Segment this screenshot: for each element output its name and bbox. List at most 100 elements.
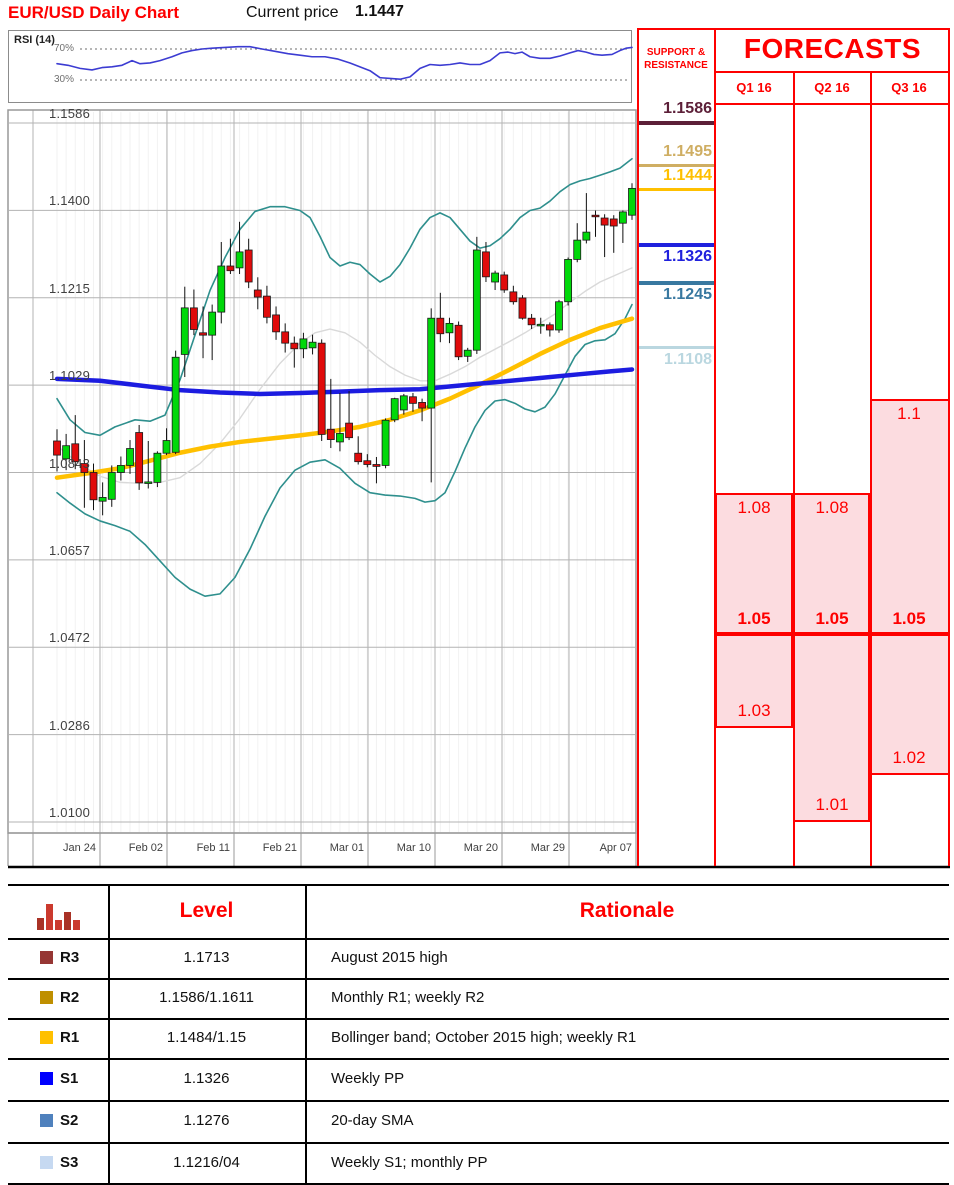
candle-down	[354, 452, 363, 463]
forecast-q1-q2-divider	[793, 71, 795, 866]
snr-level-label-1.1586: 1.1586	[663, 100, 712, 117]
snr-level-line-1.1586	[639, 121, 714, 125]
candle-down	[190, 307, 198, 330]
candle-down	[272, 314, 280, 333]
bar-chart-icon	[55, 920, 62, 930]
table-row-border	[8, 938, 949, 940]
rsi-line	[56, 45, 633, 81]
snr-level-label-1.1245: 1.1245	[663, 286, 712, 304]
snr-level-line-1.1495	[639, 163, 714, 168]
candle-down	[500, 274, 509, 291]
candle-up	[98, 497, 107, 502]
snr-level-label-1.1108: 1.1108	[663, 350, 712, 368]
current-price-value: 1.1447	[355, 3, 404, 20]
ma-blue-line	[54, 367, 635, 397]
table-header-rationale: Rationale	[579, 899, 675, 922]
candle-up	[107, 472, 116, 500]
forecast-q1-header: Q1 16	[736, 80, 772, 95]
rsi-panel	[8, 30, 632, 103]
S2-rationale: 20-day SMA	[331, 1112, 414, 1129]
S2-name: S2	[60, 1112, 79, 1129]
current-price-label: Current price	[246, 4, 339, 21]
candle-down	[253, 289, 262, 298]
candle-down	[53, 440, 61, 456]
candle-down	[363, 460, 372, 465]
table-col-border	[108, 884, 110, 1183]
S2-level: 1.1276	[183, 1112, 230, 1129]
candle-down	[372, 464, 381, 467]
candle-up	[445, 322, 454, 334]
y-axis-label: 1.0657	[49, 542, 90, 558]
candle-up	[399, 395, 408, 411]
candle-down	[482, 251, 490, 278]
candle-down	[518, 297, 527, 319]
support-resistance-header-line2: RESISTANCE	[644, 60, 708, 71]
candle-up	[308, 341, 317, 349]
table-row-border	[8, 884, 949, 886]
bar-chart-icon	[46, 904, 53, 930]
R2-name: R2	[60, 989, 80, 1006]
x-axis-label: Feb 02	[128, 842, 163, 854]
table-row-border	[8, 978, 949, 980]
forecast-high-q2: 1.08	[815, 497, 849, 517]
candle-up	[208, 311, 217, 336]
candle-down	[89, 472, 98, 501]
candle-down	[454, 324, 463, 358]
candle-down	[409, 396, 417, 404]
snr-left-border	[637, 28, 639, 866]
table-row-border	[8, 1183, 949, 1185]
forecast-q2-header: Q2 16	[814, 80, 850, 95]
candle-down	[199, 332, 207, 336]
R3-name: R3	[60, 949, 80, 966]
candle-down	[290, 342, 299, 350]
R1-name: R1	[60, 1029, 80, 1046]
support-resistance-header-line1: SUPPORT &	[646, 47, 706, 58]
snr-level-line-1.1444	[639, 187, 714, 192]
snr-level-line-1.1245	[639, 281, 714, 285]
candle-up	[463, 349, 472, 357]
candle-up	[336, 433, 344, 443]
y-axis-label: 1.1029	[49, 368, 90, 384]
candle-up	[390, 398, 399, 421]
forecast-header-divider	[715, 103, 950, 105]
S1-color-swatch	[40, 1072, 53, 1085]
candle-down	[135, 432, 144, 484]
forecast-key-level-line	[716, 631, 949, 636]
candle-down	[317, 342, 326, 435]
bollinger-lower-line	[56, 303, 633, 598]
snr-level-label-1.1495: 1.1495	[663, 142, 712, 160]
R2-color-swatch	[40, 991, 53, 1004]
candle-down	[71, 443, 80, 463]
candle-up	[555, 301, 563, 331]
price-chart-canvas	[7, 45, 950, 869]
x-axis-label: Feb 21	[262, 842, 297, 854]
candle-down	[591, 214, 600, 218]
snr-level-line-1.1326	[639, 243, 714, 247]
x-axis-label: Jan 24	[62, 842, 96, 854]
forecast-low-q3: 1.02	[892, 747, 926, 767]
y-axis-label: 1.1400	[49, 193, 90, 209]
bar-chart-icon	[37, 918, 44, 930]
forecast-range-box-q3	[870, 398, 950, 775]
candle-up	[427, 317, 436, 409]
x-axis-label: Mar 20	[463, 842, 498, 854]
S1-name: S1	[60, 1070, 79, 1087]
forecast-q3-header: Q3 16	[891, 80, 927, 95]
y-axis-label: 1.0472	[49, 630, 90, 646]
candle-up	[171, 356, 180, 453]
rsi-70-label: 70%	[53, 43, 74, 54]
table-row-border	[8, 1018, 949, 1020]
bar-chart-icon	[73, 920, 80, 930]
table-col-border	[305, 884, 307, 1183]
candle-up	[180, 307, 189, 355]
candle-down	[436, 317, 445, 335]
page-title: EUR/USD Daily Chart	[8, 3, 179, 22]
support-resistance-header: SUPPORT & RESISTANCE	[639, 46, 713, 72]
candle-down	[509, 291, 518, 303]
S3-level: 1.1216/04	[173, 1153, 240, 1171]
candle-up	[217, 265, 226, 313]
candle-up	[573, 239, 582, 260]
forecast-high-q3: 1.1	[897, 403, 921, 423]
